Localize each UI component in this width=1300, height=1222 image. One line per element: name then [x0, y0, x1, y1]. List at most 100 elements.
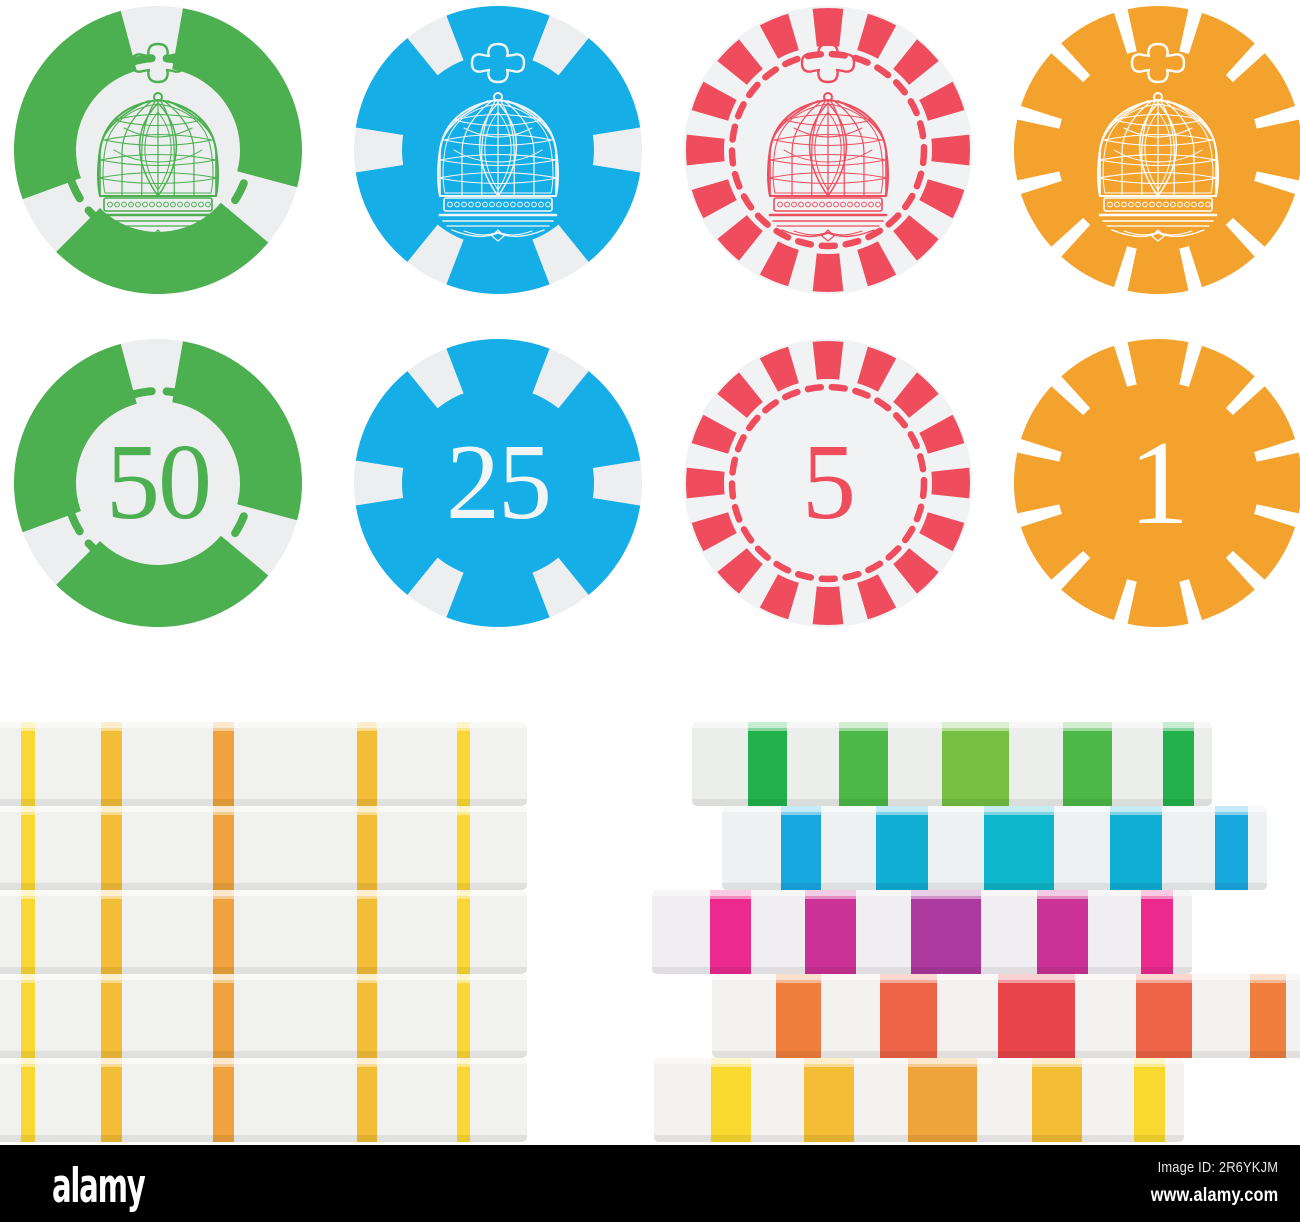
chip-edge-stripe — [456, 974, 471, 1058]
chip-edge-stripe — [1250, 974, 1287, 1058]
chip-edge-stripe — [21, 890, 35, 974]
orange-1-chip[interactable]: 1 — [1008, 333, 1300, 633]
chip-edge-stripe — [101, 890, 123, 974]
chip-top-highlight — [0, 722, 527, 728]
chip-edge-stripe — [804, 890, 856, 974]
chip-bottom-shadow — [712, 1051, 1300, 1058]
image-id-label: Image ID: 2R6YKJM — [1157, 1159, 1278, 1176]
chip-edge-stripe — [1162, 722, 1194, 806]
chip-edge-stripe — [21, 806, 35, 890]
orange-stack-chip[interactable] — [0, 722, 527, 806]
orange-crown-chip-face — [1008, 0, 1300, 300]
chip-edge-stripe — [997, 974, 1075, 1058]
orange-stack-chip[interactable] — [0, 974, 527, 1058]
multicolor-chip-stack — [652, 722, 1300, 1142]
chip-top-highlight — [654, 1058, 1184, 1064]
alamy-url-label: www.alamy.com — [1150, 1185, 1278, 1206]
chip-top-highlight — [0, 1058, 527, 1064]
chip-edge-stripe — [983, 806, 1055, 890]
yellow-stack-chip[interactable] — [654, 1058, 1184, 1142]
chip-edge-stripe — [101, 806, 123, 890]
chip-edge-stripe — [357, 1058, 378, 1142]
chip-edge-stripe — [101, 974, 123, 1058]
chip-edge-stripe — [456, 806, 471, 890]
chip-edge-stripe — [838, 722, 889, 806]
chip-edge-stripe — [21, 974, 35, 1058]
chip-edge-stripe — [357, 722, 378, 806]
chip-top-highlight — [0, 806, 527, 812]
red-5-chip-face — [678, 333, 978, 633]
red-5-chip[interactable]: 5 — [678, 333, 978, 633]
chip-edge-stripe — [911, 890, 982, 974]
green-50-chip[interactable]: 50 — [8, 333, 308, 633]
chip-edge-stripe — [1215, 806, 1248, 890]
blue-crown-chip-face — [348, 0, 648, 300]
chip-bottom-shadow — [722, 883, 1267, 890]
chip-edge-stripe — [941, 722, 1010, 806]
chip-top-highlight — [712, 974, 1300, 980]
chip-edge-stripe — [780, 806, 822, 890]
chip-edge-stripe — [213, 806, 235, 890]
chip-edge-stripe — [1062, 722, 1112, 806]
chip-edge-stripe — [101, 722, 123, 806]
blue-25-chip-face — [348, 333, 648, 633]
chip-top-highlight — [652, 890, 1192, 896]
green-crown-chip[interactable] — [8, 0, 308, 300]
chip-edge-stripe — [21, 1058, 35, 1142]
chip-top-highlight — [0, 890, 527, 896]
chip-edge-stripe — [213, 722, 235, 806]
orange-stack-chip[interactable] — [0, 890, 527, 974]
chip-bottom-shadow — [0, 967, 527, 974]
red-stack-chip[interactable] — [712, 974, 1300, 1058]
green-crown-chip-face — [8, 0, 308, 300]
chip-top-highlight — [692, 722, 1212, 728]
chip-edge-stripe — [1135, 974, 1193, 1058]
green-stack-chip[interactable] — [692, 722, 1212, 806]
orange-chip-stack — [0, 722, 527, 1142]
chip-bottom-shadow — [652, 967, 1192, 974]
chip-edge-stripe — [1031, 1058, 1082, 1142]
chip-edge-stripe — [875, 806, 928, 890]
chip-top-highlight — [722, 806, 1267, 812]
alamy-watermark-bar: alamy Image ID: 2R6YKJM www.alamy.com — [0, 1145, 1300, 1222]
chip-edge-stripe — [456, 890, 471, 974]
orange-crown-chip[interactable] — [1008, 0, 1300, 300]
chip-edge-stripe — [456, 1058, 471, 1142]
chip-edge-stripe — [357, 974, 378, 1058]
chip-edge-stripe — [880, 974, 937, 1058]
pink-stack-chip[interactable] — [652, 890, 1192, 974]
orange-stack-chip[interactable] — [0, 1058, 527, 1142]
chip-bottom-shadow — [0, 799, 527, 806]
alamy-logo: alamy — [52, 1159, 146, 1214]
chip-edge-stripe — [1133, 1058, 1166, 1142]
green-50-chip-face — [8, 333, 308, 633]
chip-edge-stripe — [101, 1058, 123, 1142]
chip-bottom-shadow — [654, 1135, 1184, 1142]
chip-edge-stripe — [908, 1058, 978, 1142]
chip-bottom-shadow — [0, 883, 527, 890]
value-chip-row: 50 25 5 1 — [0, 333, 1300, 633]
chip-edge-stripe — [213, 974, 235, 1058]
chip-edge-stripe — [357, 890, 378, 974]
chip-edge-stripe — [1110, 806, 1163, 890]
chip-edge-stripe — [213, 1058, 235, 1142]
blue-stack-chip[interactable] — [722, 806, 1267, 890]
chip-edge-stripe — [357, 806, 378, 890]
chip-edge-stripe — [213, 890, 235, 974]
red-crown-chip-face — [678, 0, 978, 300]
crown-chip-row — [0, 0, 1300, 300]
chip-edge-stripe — [747, 722, 787, 806]
chip-edge-stripe — [775, 974, 821, 1058]
blue-25-chip[interactable]: 25 — [348, 333, 648, 633]
chip-edge-stripe — [1036, 890, 1089, 974]
red-crown-chip[interactable] — [678, 0, 978, 300]
chip-bottom-shadow — [692, 799, 1212, 806]
chip-bottom-shadow — [0, 1051, 527, 1058]
orange-stack-chip[interactable] — [0, 806, 527, 890]
chip-edge-stripe — [710, 890, 751, 974]
chip-edge-stripe — [1140, 890, 1174, 974]
blue-crown-chip[interactable] — [348, 0, 648, 300]
chip-bottom-shadow — [0, 1135, 527, 1142]
chip-edge-stripe — [21, 722, 35, 806]
